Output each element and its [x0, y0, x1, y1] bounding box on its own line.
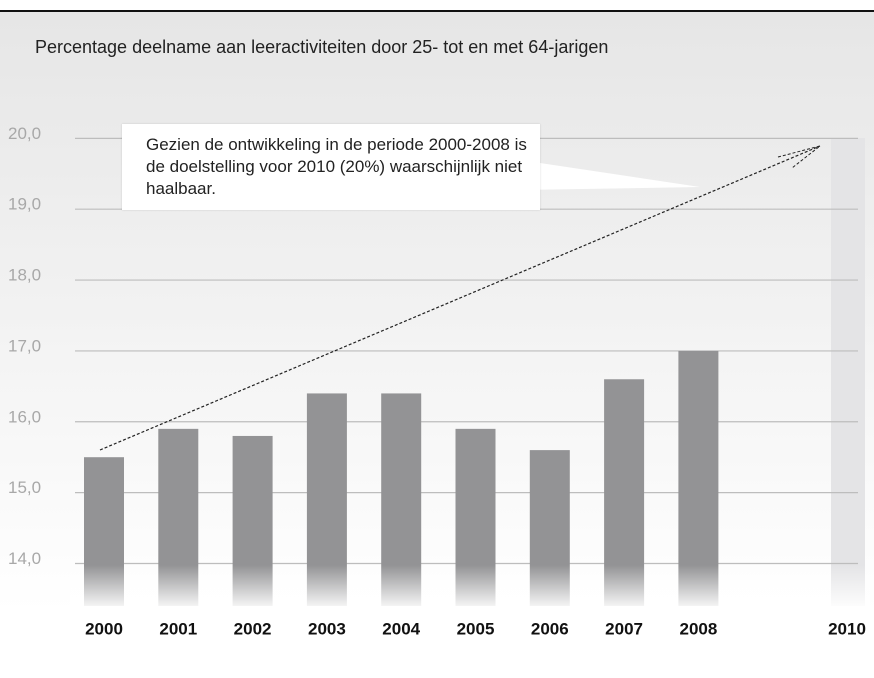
bottom-fade [70, 565, 870, 607]
target-column [831, 138, 865, 606]
y-tick-label: 16,0 [8, 407, 41, 426]
x-tick-label: 2007 [605, 619, 643, 638]
y-tick-label: 17,0 [8, 336, 41, 355]
x-tick-label: 2001 [159, 619, 197, 638]
trend-arrow [99, 145, 821, 451]
x-tick-label: 2004 [382, 619, 420, 638]
callout-pointer [520, 160, 700, 190]
chart-title: Percentage deelname aan leeractiviteiten… [35, 37, 608, 57]
x-tick-label: 2000 [85, 619, 123, 638]
y-tick-label: 18,0 [8, 266, 41, 285]
y-tick-label: 14,0 [8, 549, 41, 568]
background [0, 12, 874, 612]
bar [678, 350, 719, 606]
x-tick-label: 2008 [679, 619, 717, 638]
trend-arrow-head [777, 145, 821, 169]
x-tick-label: 2006 [531, 619, 569, 638]
x-tick-label: 2002 [234, 619, 272, 638]
x-tick-label: 2005 [457, 619, 495, 638]
plot: 14,0 15,0 16,0 17,0 18,0 19,0 20,0 2000 2001 2002… [8, 124, 870, 638]
x-tick-label: 2003 [308, 619, 346, 638]
y-tick-label: 19,0 [8, 195, 41, 214]
y-tick-label: 20,0 [8, 124, 41, 143]
annotation: Gezien de ontwikkeling in de periode 200… [122, 124, 540, 210]
y-tick-label: 15,0 [8, 478, 41, 497]
x-tick-label: 2010 [828, 619, 866, 638]
